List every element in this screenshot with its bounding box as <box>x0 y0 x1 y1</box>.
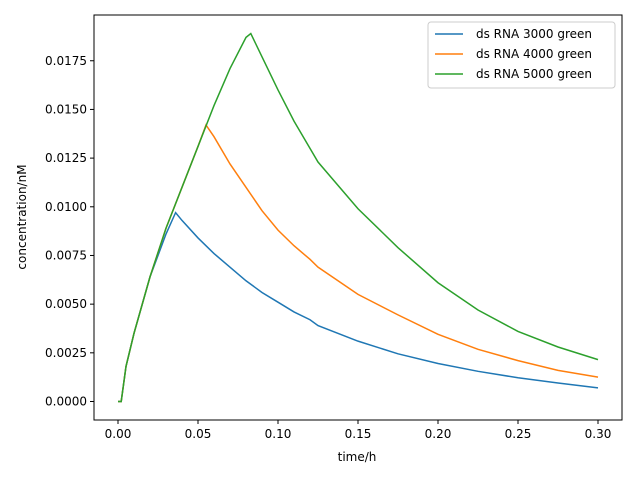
y-tick-label: 0.0075 <box>45 248 87 262</box>
legend-entry-label: ds RNA 3000 green <box>476 27 592 41</box>
x-tick-label: 0.00 <box>105 427 132 441</box>
legend-entry-label: ds RNA 4000 green <box>476 47 592 61</box>
y-axis-label: concentration/nM <box>15 164 29 269</box>
x-tick-label: 0.30 <box>585 427 612 441</box>
x-tick-label: 0.20 <box>425 427 452 441</box>
x-tick-label: 0.25 <box>505 427 532 441</box>
legend-box <box>427 21 616 89</box>
y-tick-label: 0.0050 <box>45 297 87 311</box>
y-tick-label: 0.0025 <box>45 346 87 360</box>
y-tick-label: 0.0100 <box>45 200 87 214</box>
y-tick-label: 0.0000 <box>45 395 87 409</box>
series-line-3 <box>118 32 599 403</box>
x-tick-label: 0.05 <box>185 427 212 441</box>
series-layer <box>118 32 599 403</box>
x-tick-label: 0.10 <box>265 427 292 441</box>
y-tick-label: 0.0150 <box>45 102 87 116</box>
legend-entry-label: ds RNA 5000 green <box>476 67 592 81</box>
series-line-1 <box>118 211 599 403</box>
x-tick-label: 0.15 <box>345 427 372 441</box>
y-tick-label: 0.0175 <box>45 54 87 68</box>
x-axis-label: time/h <box>338 450 377 464</box>
x-ticks: 0.00 0.05 0.10 0.15 0.20 0.25 0.30 <box>105 420 612 441</box>
legend: ds RNA 3000 green ds RNA 4000 green ds RNA… <box>427 21 616 89</box>
y-ticks: 0.0000 0.0025 0.0050 0.0075 0.0100 0.0125 0.01… <box>45 54 94 409</box>
y-tick-label: 0.0125 <box>45 151 87 165</box>
